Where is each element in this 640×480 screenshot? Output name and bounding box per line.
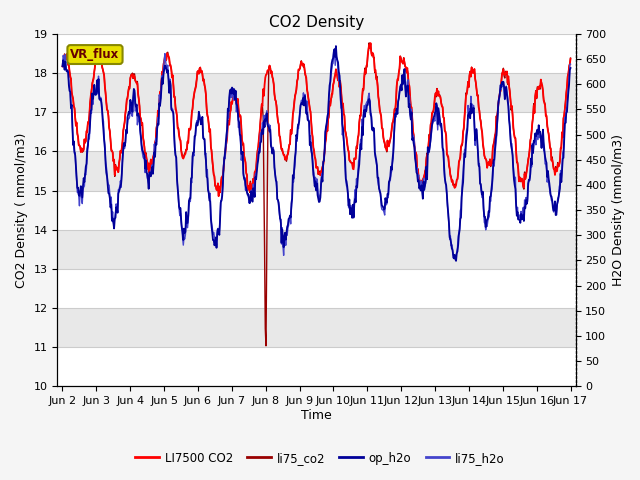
Bar <box>58 230 575 269</box>
Bar <box>58 34 575 73</box>
Bar <box>58 191 575 230</box>
Legend: LI7500 CO2, li75_co2, op_h2o, li75_h2o: LI7500 CO2, li75_co2, op_h2o, li75_h2o <box>131 447 509 469</box>
Title: CO2 Density: CO2 Density <box>269 15 364 30</box>
Text: VR_flux: VR_flux <box>70 48 120 61</box>
Bar <box>58 151 575 191</box>
Y-axis label: H2O Density (mmol/m3): H2O Density (mmol/m3) <box>612 134 625 286</box>
Bar <box>58 347 575 386</box>
Bar <box>58 73 575 112</box>
Y-axis label: CO2 Density ( mmol/m3): CO2 Density ( mmol/m3) <box>15 132 28 288</box>
Bar <box>58 112 575 151</box>
X-axis label: Time: Time <box>301 409 332 422</box>
Bar <box>58 308 575 347</box>
Bar <box>58 269 575 308</box>
